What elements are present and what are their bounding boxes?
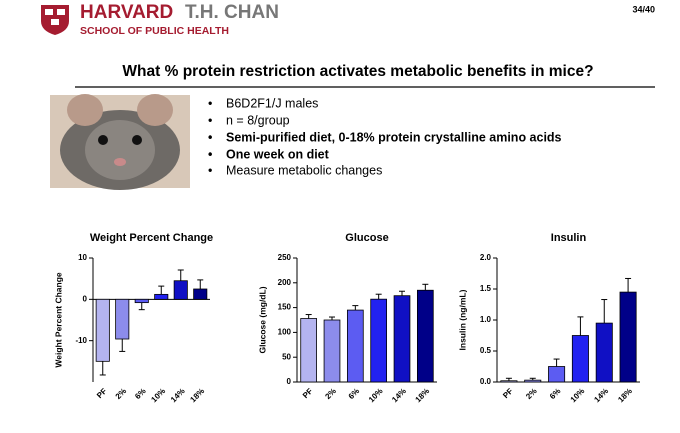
- bullet: One week on diet: [226, 147, 330, 161]
- y-tick-label: 0.0: [480, 377, 492, 386]
- y-axis-label: Insulin (ng/mL): [457, 289, 467, 350]
- bar: [346, 309, 364, 383]
- y-tick-label: 0.5: [480, 346, 492, 355]
- bar: [323, 319, 341, 383]
- bar: [154, 293, 169, 300]
- chart-title: Insulin: [551, 232, 587, 244]
- logo-shield: [41, 5, 69, 35]
- bullet: Measure metabolic changes: [226, 163, 382, 177]
- bar: [193, 288, 208, 300]
- bar: [500, 380, 518, 383]
- y-tick-label: 2.0: [480, 253, 492, 262]
- y-tick-label: 150: [278, 303, 292, 312]
- logo-sub: T.H. CHAN: [185, 2, 279, 23]
- y-tick-label: 0: [287, 377, 292, 386]
- bar: [416, 289, 434, 383]
- bar: [115, 298, 130, 340]
- bullet-dot: •: [208, 163, 212, 177]
- chart-title: Weight Percent Change: [90, 232, 213, 244]
- bar: [393, 295, 411, 383]
- chart: Weight Percent Change Weight Percent Chan…: [53, 232, 213, 404]
- bar: [370, 298, 388, 383]
- y-tick-label: 250: [278, 253, 292, 262]
- bar: [95, 298, 110, 362]
- bar: [524, 379, 542, 383]
- bullet: B6D2F1/J males: [226, 96, 318, 110]
- y-axis-label: Glucose (mg/dL): [257, 286, 267, 353]
- bar: [134, 298, 149, 304]
- bar: [173, 280, 188, 300]
- y-tick-label: -10: [75, 336, 87, 345]
- y-tick-label: 1.0: [480, 315, 492, 324]
- bar: [619, 291, 637, 383]
- page-number: 34/40: [632, 4, 655, 14]
- bullet-dot: •: [208, 96, 212, 110]
- logo-main: HARVARD: [80, 2, 173, 23]
- y-tick-label: 1.5: [480, 284, 492, 293]
- bullet-dot: •: [208, 147, 212, 161]
- bar: [300, 318, 318, 383]
- logo-school: SCHOOL OF PUBLIC HEALTH: [80, 25, 229, 37]
- bar: [595, 322, 613, 383]
- chart-title: Glucose: [345, 232, 388, 244]
- y-tick-label: 50: [282, 352, 291, 361]
- bullet-dot: •: [208, 113, 212, 127]
- bar: [571, 335, 589, 383]
- y-axis-label: Weight Percent Change: [53, 272, 63, 368]
- y-tick-label: 100: [278, 328, 292, 337]
- bullet-dot: •: [208, 130, 212, 144]
- y-tick-label: 0: [83, 294, 88, 303]
- bullet: Semi-purified diet, 0-18% protein crysta…: [226, 130, 562, 144]
- slide-title: What % protein restriction activates met…: [122, 63, 593, 80]
- mouse-image: [50, 94, 190, 190]
- bullets: • B6D2F1/J males • n = 8/group • Semi-pu…: [208, 96, 562, 177]
- bullet: n = 8/group: [226, 113, 290, 127]
- bar: [548, 366, 566, 383]
- y-tick-label: 200: [278, 278, 292, 287]
- y-tick-label: 10: [78, 253, 87, 262]
